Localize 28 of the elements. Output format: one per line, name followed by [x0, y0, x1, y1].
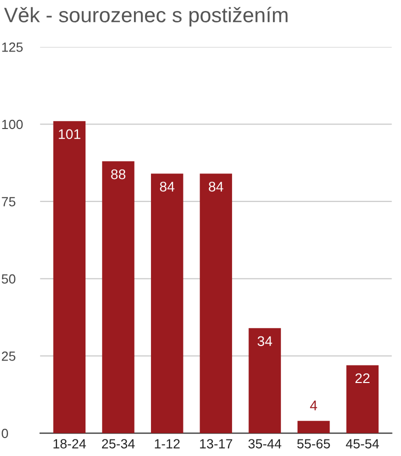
bar [248, 328, 281, 434]
data-label: 88 [111, 169, 126, 180]
x-tick-label: 35-44 [248, 439, 282, 448]
data-label: 84 [208, 182, 224, 192]
y-tick-label: 50 [2, 274, 16, 284]
bar [102, 161, 134, 434]
y-tick-label: 0 [2, 428, 8, 438]
y-tick-label: 125 [2, 42, 23, 52]
x-tick-label: 13-17 [200, 439, 232, 448]
bar [150, 174, 184, 434]
x-tick-label: 45-54 [346, 439, 379, 448]
data-label: 101 [58, 129, 80, 140]
data-label: 4 [310, 400, 318, 410]
y-tick-label: 25 [2, 352, 16, 361]
bar [346, 365, 379, 434]
data-label: 34 [258, 336, 272, 346]
y-tick-label: 75 [2, 197, 16, 206]
bar [53, 121, 86, 434]
chart-title: Věk - sourozenec s postižením [4, 6, 288, 27]
x-tick-label: 55-65 [297, 439, 330, 448]
x-tick-label: 25-34 [102, 439, 135, 448]
bar [200, 174, 232, 434]
y-tick-label: 100 [2, 120, 23, 130]
bar [298, 420, 330, 434]
x-tick-label: 18-24 [54, 439, 86, 448]
x-tick-label: 1-12 [154, 439, 180, 448]
data-label: 84 [160, 182, 174, 192]
data-label: 22 [355, 373, 370, 384]
